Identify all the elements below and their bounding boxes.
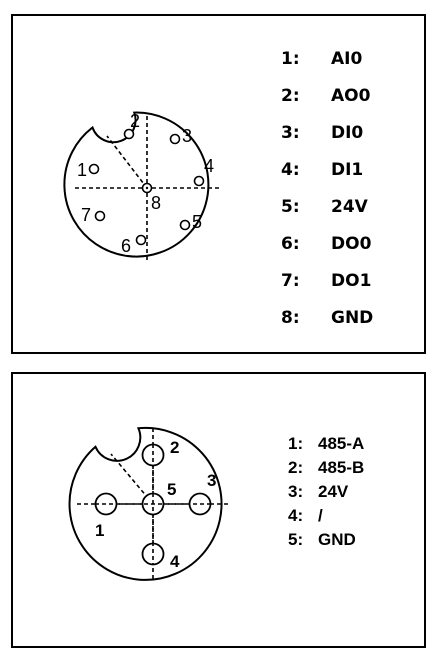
legend-signal: DI0: [331, 123, 364, 143]
pin-1: [88, 163, 100, 175]
pin-4: [141, 542, 165, 566]
legend-pin-number: 1:: [281, 49, 300, 69]
pin-label-8: 8: [151, 193, 161, 213]
pin-label-6: 6: [121, 236, 131, 256]
connector-8pin-diagram: 1 2 3 4 5 6 7 8: [63, 111, 219, 261]
pin-4: [193, 175, 205, 187]
key-diagonal: [106, 135, 148, 189]
pin-8-center: [145, 186, 149, 190]
legend-signal: /: [318, 506, 323, 525]
legend-signal: DO0: [331, 234, 372, 254]
connector-5pin-diagram: 1 2 3 4 5: [68, 426, 229, 581]
legend-pin-number: 4:: [281, 160, 300, 180]
legend-pin-number: 8:: [281, 308, 300, 328]
legend-signal: GND: [318, 530, 356, 549]
legend-signal: 24V: [318, 482, 349, 501]
connector-5pin-body: [68, 426, 223, 581]
legend-pin-number: 5:: [281, 197, 300, 217]
legend-signal: DO1: [331, 271, 372, 291]
connector-8pin-body: [63, 111, 210, 258]
legend-pin-number: 3:: [288, 482, 304, 501]
connector-5pin-panel: 1 2 3 4 5 1: 485-A 2: 485-B 3: 24V 4: / 5: GN…: [11, 372, 426, 648]
legend-pin-number: 2:: [281, 86, 300, 106]
pin-label-7: 7: [81, 205, 91, 225]
legend-signal: GND: [331, 308, 374, 328]
pin-label-5: 5: [192, 212, 202, 232]
pin-label-2: 2: [130, 111, 140, 131]
legend-pin-number: 3:: [281, 123, 300, 143]
pin-7: [94, 210, 106, 222]
legend-signal: 485-A: [318, 434, 365, 453]
legend-pin-number: 4:: [288, 506, 304, 525]
pin-label-5: 5: [167, 480, 176, 499]
connector-8pin-panel: 1 2 3 4 5 6 7 8 1: AI0 2: AO0 3: DI0 4: DI1 …: [11, 14, 426, 354]
legend-pin-number: 6:: [281, 234, 300, 254]
legend-signal: AO0: [331, 86, 371, 106]
legend-pin-number: 2:: [288, 458, 304, 477]
pin-label-4: 4: [204, 156, 214, 176]
pin-label-4: 4: [170, 552, 180, 571]
pin-label-1: 1: [77, 160, 87, 180]
legend-signal: 24V: [331, 197, 368, 217]
legend-pin-number: 5:: [288, 530, 304, 549]
legend-signal: DI1: [331, 160, 364, 180]
pin-3: [169, 133, 181, 145]
legend-signal: 485-B: [318, 458, 365, 477]
pin-2: [123, 128, 135, 140]
pin-label-1: 1: [95, 521, 104, 540]
pin-label-2: 2: [170, 438, 179, 457]
legend-pin-number: 7:: [281, 271, 300, 291]
pin-5: [179, 219, 191, 231]
pin-label-3: 3: [207, 471, 216, 490]
pin-6: [135, 234, 147, 246]
legend-signal: AI0: [331, 49, 363, 69]
pin-label-3: 3: [182, 126, 192, 146]
legend-pin-number: 1:: [288, 434, 304, 453]
